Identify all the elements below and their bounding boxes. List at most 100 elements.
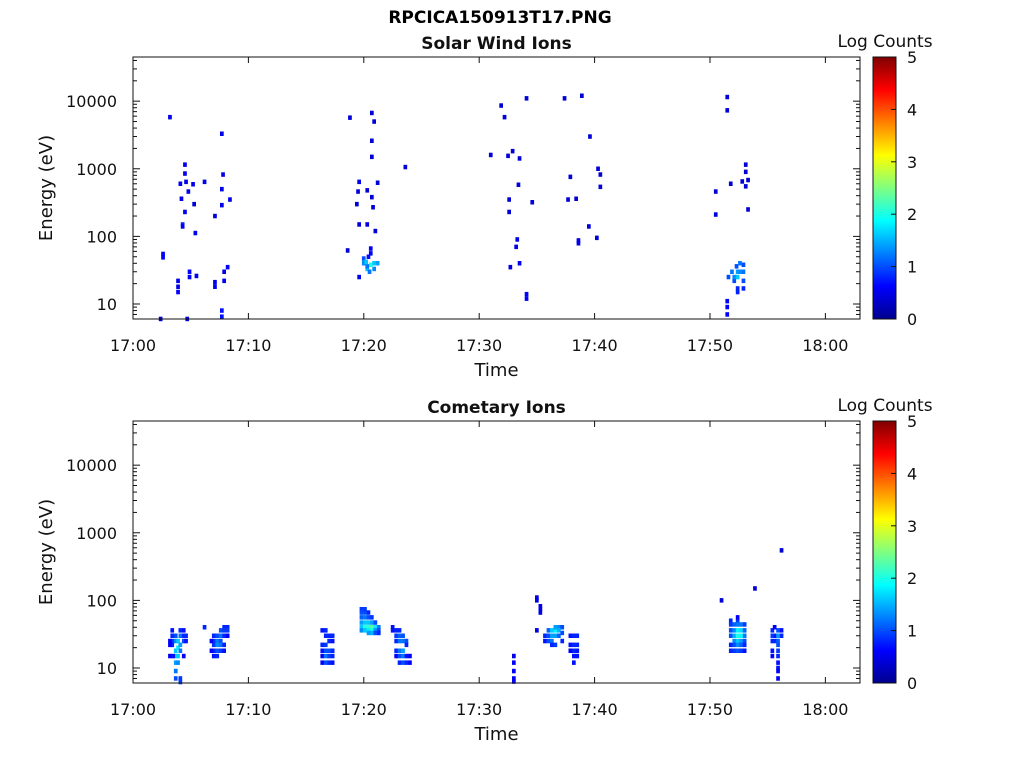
data-cell: [367, 269, 372, 274]
data-cell: [557, 633, 561, 638]
data-cell: [178, 648, 183, 653]
data-cell: [370, 625, 374, 630]
data-cell: [740, 179, 745, 184]
data-cell: [770, 638, 775, 644]
data-cell: [770, 628, 775, 633]
data-cell: [530, 200, 535, 205]
data-cell: [357, 179, 361, 185]
colorbar-tick-label: 3: [907, 517, 917, 536]
data-cell: [330, 638, 335, 644]
data-cell: [376, 630, 381, 636]
data-cell: [178, 642, 183, 648]
data-cell: [170, 642, 175, 648]
data-cell: [735, 622, 740, 627]
data-cell: [728, 622, 733, 627]
data-cell: [366, 628, 371, 633]
data-cell: [739, 628, 743, 633]
data-cell: [595, 235, 599, 241]
panel1-colorbar-label: Log Counts: [837, 32, 932, 52]
data-cell: [368, 251, 373, 256]
colorbar-tick-label: 3: [907, 153, 917, 172]
data-cell: [323, 642, 328, 648]
data-cell: [587, 224, 591, 229]
data-cell: [512, 660, 516, 665]
data-cell: [171, 653, 176, 659]
data-cell: [566, 197, 570, 202]
data-cell: [568, 633, 573, 638]
x-tick-label: 17:10: [225, 336, 271, 355]
data-cell: [359, 628, 364, 633]
data-cell: [512, 676, 516, 681]
data-cell: [368, 246, 373, 251]
panel1-cells: [158, 93, 750, 322]
data-cell: [728, 633, 733, 638]
x-tick-label: 18:00: [802, 700, 848, 719]
data-cell: [535, 628, 539, 633]
data-cell: [742, 622, 747, 627]
data-cell: [363, 610, 367, 615]
data-cell: [546, 638, 551, 644]
data-cell: [320, 628, 325, 633]
data-cell: [568, 174, 573, 180]
data-cell: [359, 625, 364, 630]
data-cell: [327, 660, 331, 665]
data-cell: [735, 615, 740, 620]
data-cell: [728, 648, 733, 653]
panel1-axes-frame: [132, 56, 861, 320]
data-cell: [499, 103, 503, 108]
data-cell: [320, 660, 325, 665]
data-cell: [183, 209, 187, 215]
data-cell: [371, 205, 375, 210]
data-cell: [161, 255, 165, 260]
data-cell: [168, 653, 172, 659]
panel1-plot-area: [133, 57, 860, 319]
data-cell: [739, 648, 743, 653]
data-cell: [320, 642, 325, 648]
data-cell: [742, 648, 747, 653]
data-cell: [373, 625, 378, 630]
data-cell: [187, 274, 192, 280]
data-cell: [404, 642, 409, 648]
data-cell: [735, 274, 740, 280]
data-cell: [725, 298, 730, 304]
data-cell: [713, 189, 718, 194]
x-tick-label: 17:40: [572, 336, 618, 355]
data-cell: [508, 264, 513, 270]
data-cell: [320, 648, 325, 653]
data-cell: [732, 638, 737, 644]
data-cell: [330, 648, 335, 653]
y-tick-label: 100: [86, 591, 117, 610]
data-cell: [742, 638, 747, 644]
data-cell: [180, 224, 185, 229]
data-cell: [348, 115, 352, 120]
data-cell: [365, 222, 370, 227]
data-cell: [738, 261, 742, 266]
x-tick-label: 17:40: [572, 700, 618, 719]
data-cell: [550, 642, 554, 648]
data-cell: [220, 308, 224, 313]
data-cell: [184, 179, 188, 185]
data-cell: [176, 284, 180, 289]
data-cell: [776, 653, 780, 659]
data-cell: [222, 269, 226, 274]
data-cell: [363, 628, 367, 633]
data-cell: [572, 648, 576, 653]
colorbar-gradient: [872, 420, 897, 684]
data-cell: [173, 638, 178, 644]
data-cell: [330, 653, 335, 659]
data-cell: [546, 628, 551, 633]
data-cell: [524, 96, 529, 101]
y-tick-label: 10000: [66, 456, 117, 475]
data-cell: [572, 633, 576, 638]
data-cell: [370, 628, 374, 633]
data-cell: [516, 182, 521, 187]
data-cell: [735, 269, 740, 274]
data-cell: [218, 648, 223, 653]
data-cell: [222, 642, 226, 648]
data-cell: [366, 254, 371, 259]
data-cell: [735, 633, 740, 638]
data-cell: [323, 633, 328, 638]
data-cell: [560, 625, 565, 630]
data-cell: [538, 604, 543, 609]
